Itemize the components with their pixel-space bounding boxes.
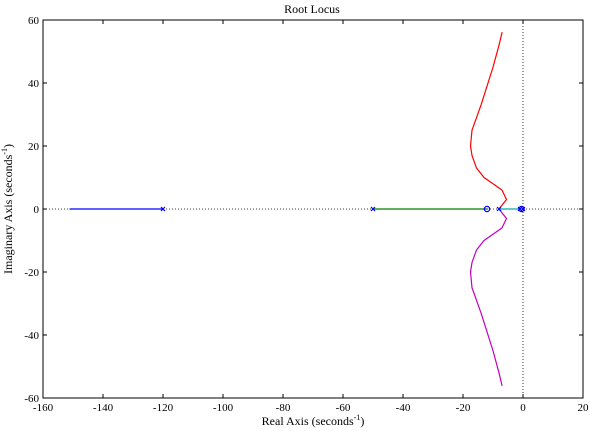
x-axis-label-main: Real Axis (seconds (262, 414, 354, 428)
pole-marker (496, 206, 502, 212)
y-tick-labels: -60 -40 -20 0 20 40 60 (24, 15, 39, 405)
plot-area (42, 19, 584, 399)
zero-marker (483, 205, 491, 213)
x-axis-label: Real Axis (seconds-1) (262, 413, 365, 428)
x-tick-label: -100 (213, 402, 234, 414)
y-tick-label: -40 (24, 330, 39, 342)
pole-marker (370, 206, 376, 212)
y-axis-label-sup: -1 (0, 148, 9, 155)
series-layer (69, 32, 521, 386)
x-tick-label: -20 (456, 402, 471, 414)
x-tick-labels: -160 -140 -120 -100 -80 -60 -40 -20 0 20 (33, 402, 589, 414)
x-tick-label: 0 (520, 402, 526, 414)
y-axis-label-main: Imaginary Axis (seconds (1, 154, 15, 274)
y-axis-label: Imaginary Axis (seconds-1) (0, 144, 15, 274)
y-tick-label: -20 (24, 267, 39, 279)
x-tick-label: -60 (336, 402, 351, 414)
x-tick-label: -80 (276, 402, 291, 414)
y-tick-label: 40 (28, 78, 40, 90)
y-tick-label: 20 (28, 141, 40, 153)
y-tick-label: 60 (28, 15, 40, 27)
x-tick-label: -120 (153, 402, 174, 414)
x-tick-label: -160 (33, 402, 54, 414)
zero-marker (518, 205, 525, 213)
y-tick-label: -60 (24, 393, 39, 405)
x-tick-label: 20 (578, 402, 590, 414)
locus-branch-4 (469, 208, 508, 386)
x-axis-label-close: ) (360, 414, 364, 428)
y-axis-label-close: ) (1, 144, 15, 148)
x-tick-label: -140 (93, 402, 114, 414)
pole-marker (160, 206, 166, 212)
x-tick-label: -40 (396, 402, 411, 414)
chart-title: Root Locus (284, 2, 340, 16)
y-tick-label: 0 (34, 204, 40, 216)
pole-zero-markers (160, 205, 526, 213)
locus-branch-3 (469, 32, 508, 210)
x-axis-label-sup: -1 (354, 413, 361, 422)
axis-ticks (42, 19, 584, 399)
